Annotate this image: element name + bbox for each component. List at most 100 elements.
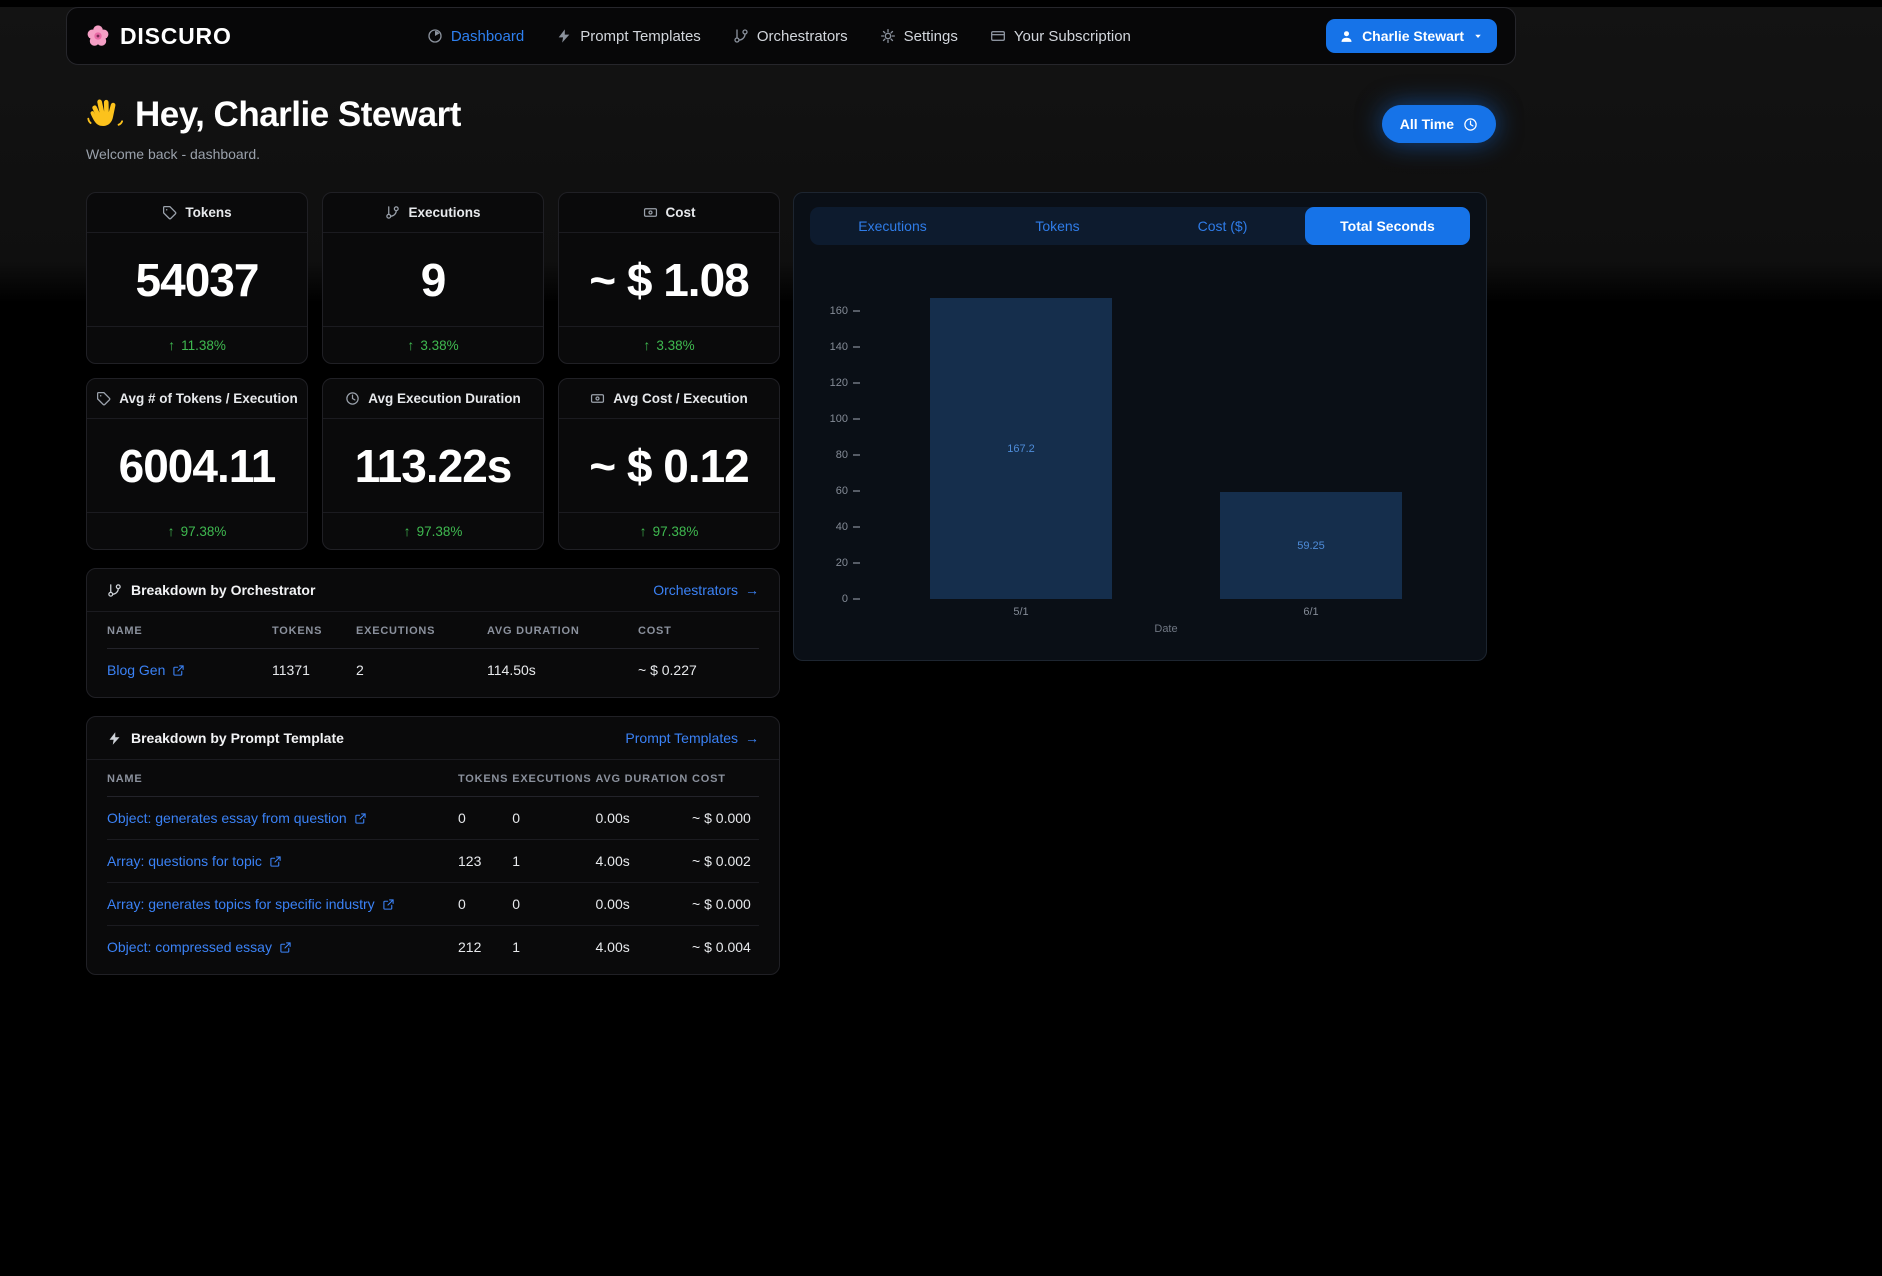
arrow-up-icon: ↑: [167, 523, 175, 539]
nav-item-orchestrators[interactable]: Orchestrators: [733, 28, 848, 45]
stat-title: Avg Cost / Execution: [613, 391, 748, 406]
bar-value-label: 59.25: [1297, 539, 1325, 552]
executions-cell: 2: [356, 662, 364, 678]
template-name-link[interactable]: Object: compressed essay: [107, 939, 292, 955]
orchestrators-link[interactable]: Orchestrators →: [653, 582, 759, 598]
y-tick: 120: [830, 376, 860, 390]
nav-item-dashboard[interactable]: Dashboard: [427, 28, 524, 45]
stat-change: 97.38%: [180, 523, 227, 539]
arrow-up-icon: ↑: [407, 337, 415, 353]
stat-title: Executions: [408, 205, 481, 220]
arrow-up-icon: ↑: [639, 523, 647, 539]
chart-y-axis: 0 20 40 60 80 100 120 140 160: [816, 305, 860, 605]
nav-item-your-subscription[interactable]: Your Subscription: [990, 28, 1131, 45]
column-header: NAME: [107, 612, 272, 649]
user-name: Charlie Stewart: [1362, 28, 1464, 44]
avg-duration-cell: 0.00s: [595, 796, 693, 840]
y-tick: 0: [842, 592, 860, 606]
tokens-cell: 0: [458, 796, 513, 840]
stats-grid: Tokens 54037 ↑ 11.38% Executions 9: [86, 192, 780, 550]
y-tick: 40: [836, 520, 860, 534]
tag-icon: [162, 205, 177, 220]
y-tick: 20: [836, 556, 860, 570]
column-header: AVG DURATION: [595, 760, 693, 797]
stat-card-avg-duration: Avg Execution Duration 113.22s ↑ 97.38%: [322, 378, 544, 550]
branch-icon: [385, 205, 400, 220]
orchestrator-name-link[interactable]: Blog Gen: [107, 662, 185, 678]
tab-total-seconds[interactable]: Total Seconds: [1305, 207, 1470, 245]
nav-item-prompt-templates[interactable]: Prompt Templates: [556, 28, 701, 45]
stat-card-cost: Cost ~ $ 1.08 ↑ 3.38%: [558, 192, 780, 364]
stat-change: 97.38%: [416, 523, 463, 539]
arrow-right-icon: →: [745, 730, 759, 746]
chevron-down-icon: [1472, 30, 1484, 42]
chart-bar-group: 59.25 6/1: [1220, 287, 1402, 618]
column-header: TOKENS: [272, 612, 356, 649]
executions-cell: 0: [512, 796, 596, 840]
stat-value: 113.22s: [354, 439, 513, 492]
chart-bar: 59.25: [1220, 492, 1402, 599]
user-menu-button[interactable]: Charlie Stewart: [1326, 19, 1497, 53]
prompt-templates-link[interactable]: Prompt Templates →: [625, 730, 759, 746]
external-link-icon: [354, 812, 367, 825]
tab-executions[interactable]: Executions: [858, 218, 927, 234]
main-nav: Dashboard Prompt Templates Orchestrators…: [232, 28, 1326, 45]
clock-icon: [1463, 117, 1478, 132]
arrow-up-icon: ↑: [643, 337, 651, 353]
branch-icon: [107, 583, 122, 598]
y-tick: 60: [836, 484, 860, 498]
external-link-icon: [382, 898, 395, 911]
arrow-right-icon: →: [745, 582, 759, 598]
avg-duration-cell: 4.00s: [595, 839, 693, 883]
cost-cell: ~ $ 0.000: [692, 882, 759, 926]
nav-item-label: Settings: [903, 27, 958, 45]
tokens-cell: 11371: [272, 662, 310, 678]
arrow-up-icon: ↑: [403, 523, 411, 539]
template-name-link[interactable]: Array: generates topics for specific ind…: [107, 896, 395, 912]
stat-card-executions: Executions 9 ↑ 3.38%: [322, 192, 544, 364]
chart-tab-bar: Executions Tokens Cost ($) Total Seconds: [810, 207, 1470, 245]
gauge-icon: [427, 28, 443, 44]
y-tick: 80: [836, 448, 860, 462]
arrow-up-icon: ↑: [168, 337, 176, 353]
page-title: Hey, Charlie Stewart: [86, 95, 461, 135]
stat-value: 9: [420, 253, 447, 306]
panel-title: Breakdown by Prompt Template: [107, 730, 344, 746]
main-content: Tokens 54037 ↑ 11.38% Executions 9: [66, 192, 1516, 975]
left-column: Tokens 54037 ↑ 11.38% Executions 9: [86, 192, 780, 975]
template-name-link[interactable]: Array: questions for topic: [107, 853, 282, 869]
table-row: Object: compressed essay 212 1 4.00s ~ $…: [107, 926, 759, 969]
external-link-icon: [269, 855, 282, 868]
tab-tokens[interactable]: Tokens: [1035, 218, 1080, 234]
y-tick: 160: [830, 304, 860, 318]
stat-title: Cost: [665, 205, 696, 220]
tag-icon: [96, 391, 111, 406]
nav-item-label: Orchestrators: [756, 27, 848, 45]
column-header: EXECUTIONS: [356, 612, 487, 649]
external-link-icon: [279, 941, 292, 954]
executions-cell: 1: [512, 939, 521, 955]
table-row: Array: questions for topic 123 1 4.00s ~…: [107, 839, 759, 883]
time-range-button[interactable]: All Time: [1381, 105, 1496, 143]
x-tick-label: 6/1: [1303, 606, 1319, 618]
cost-cell: ~ $ 0.000: [692, 796, 759, 840]
column-header: AVG DURATION: [487, 612, 638, 649]
greeting-text: Hey, Charlie Stewart: [135, 95, 461, 134]
template-name-link[interactable]: Object: generates essay from question: [107, 810, 367, 826]
executions-cell: 1: [512, 839, 596, 883]
cost-cell: ~ $ 0.227: [638, 662, 697, 678]
stat-value: ~ $ 1.08: [589, 253, 750, 306]
cost-cell: ~ $ 0.004: [692, 939, 751, 955]
stat-card-avg-cost: Avg Cost / Execution ~ $ 0.12 ↑ 97.38%: [558, 378, 780, 550]
tokens-cell: 0: [458, 882, 513, 926]
column-header: COST: [692, 760, 759, 797]
tab-cost[interactable]: Cost ($): [1197, 218, 1248, 234]
app-logo[interactable]: DISCURO: [85, 23, 232, 50]
clock-icon: [345, 391, 360, 406]
stat-change: 97.38%: [652, 523, 699, 539]
stat-card-avg-tokens: Avg # of Tokens / Execution 6004.11 ↑ 97…: [86, 378, 308, 550]
gear-icon: [880, 28, 896, 44]
nav-item-settings[interactable]: Settings: [880, 28, 958, 45]
stat-change: 3.38%: [420, 337, 459, 353]
column-header: COST: [638, 612, 759, 649]
